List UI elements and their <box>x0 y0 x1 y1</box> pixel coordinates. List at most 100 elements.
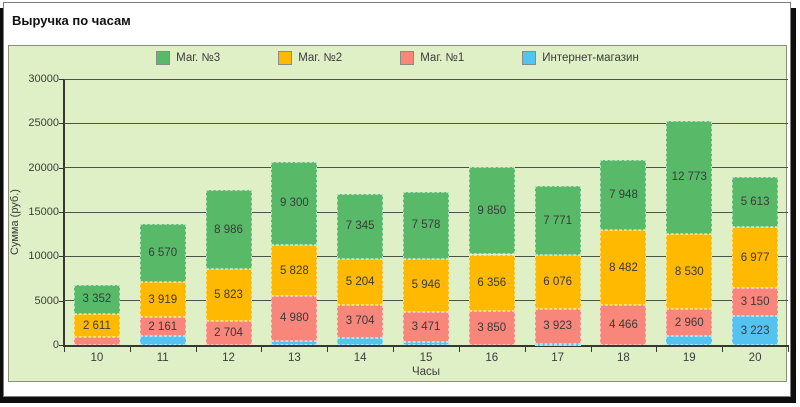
y-axis-tick <box>59 167 64 169</box>
bar-segment-mag2-h13[interactable]: 5 828 <box>271 244 318 297</box>
x-axis-tick <box>195 347 197 352</box>
legend-item: Маг. №2 <box>278 51 342 65</box>
bar-segment-internet-h20[interactable]: 3 223 <box>732 316 779 345</box>
bar-segment-mag1-h13[interactable]: 4 980 <box>271 296 318 341</box>
legend-label: Маг. №3 <box>176 52 221 64</box>
bar-segment-mag2-h17[interactable]: 6 076 <box>534 255 581 309</box>
x-axis-tick <box>656 347 658 352</box>
report-window: Выручка по часам Маг. №3 Маг. №2 Маг. №1 Ин… <box>3 2 791 397</box>
bar-segment-mag2-h11[interactable]: 3 919 <box>139 282 186 317</box>
bar-segment-internet-h19[interactable] <box>666 335 713 345</box>
y-axis-tick <box>59 345 64 346</box>
x-axis-tick <box>327 347 329 352</box>
x-axis-title: Часы <box>411 366 441 378</box>
bar-segment-label: 3 704 <box>345 315 375 328</box>
bar-segment-mag1-h18[interactable]: 4 466 <box>600 305 647 345</box>
x-category-label: 15 <box>419 352 433 364</box>
bar-segment-label: 2 611 <box>82 319 111 332</box>
bar-segment-mag3-h20[interactable]: 5 613 <box>732 176 779 227</box>
bar-segment-label: 7 948 <box>609 188 638 201</box>
bar-segment-mag1-h19[interactable]: 2 960 <box>666 309 713 336</box>
y-axis-tick <box>59 123 64 125</box>
y-tick-label: 20000 <box>28 161 59 174</box>
bar-segment-mag1-h15[interactable]: 3 471 <box>403 311 449 343</box>
bar-segment-label: 8 530 <box>674 265 704 278</box>
x-axis-tick <box>129 347 131 352</box>
bar-segment-mag3-h13[interactable]: 9 300 <box>271 162 318 245</box>
x-axis-tick <box>590 347 592 352</box>
bar-segment-mag2-h14[interactable]: 5 204 <box>337 258 384 306</box>
gridline <box>64 122 788 124</box>
bar-segment-mag2-h10[interactable]: 2 611 <box>73 314 120 338</box>
legend-label: Интернет-магазин <box>542 52 639 64</box>
bar-segment-label: 3 919 <box>148 293 178 306</box>
bar-segment-label: 2 960 <box>674 316 704 329</box>
x-axis-tick <box>458 347 460 352</box>
bar-segment-label: 3 223 <box>740 324 770 337</box>
bar-segment-label: 7 345 <box>345 220 375 233</box>
legend-swatch <box>400 51 415 65</box>
bar-segment-label: 5 946 <box>411 279 441 292</box>
bar-segment-label: 2 704 <box>214 327 243 339</box>
x-category-label: 19 <box>682 352 696 364</box>
bar-segment-mag3-h14[interactable]: 7 345 <box>337 193 384 259</box>
bar-segment-mag3-h15[interactable]: 7 578 <box>403 191 449 259</box>
legend-item: Маг. №3 <box>156 51 220 65</box>
y-axis-title: Сумма (руб.) <box>9 189 21 255</box>
gridline <box>64 78 788 80</box>
bar-segment-mag3-h17[interactable]: 7 771 <box>534 186 581 255</box>
bar-segment-mag1-h17[interactable]: 3 923 <box>534 308 581 344</box>
bar-segment-label: 3 352 <box>82 293 112 306</box>
bar-segment-mag2-h15[interactable]: 5 946 <box>403 258 449 312</box>
bar-segment-internet-h17[interactable] <box>534 343 581 346</box>
bar-segment-mag1-h16[interactable]: 3 850 <box>468 310 515 345</box>
bar-segment-label: 5 823 <box>214 289 243 302</box>
bar-segment-internet-h13[interactable] <box>271 340 318 345</box>
bar-segment-label: 7 771 <box>543 214 573 227</box>
bar-segment-mag3-h16[interactable]: 9 850 <box>468 167 515 255</box>
bar-segment-label: 8 986 <box>214 223 243 236</box>
bar-segment-mag1-h10[interactable] <box>73 337 120 345</box>
bar-segment-mag3-h11[interactable]: 6 570 <box>139 223 186 283</box>
legend-item: Интернет-магазин <box>522 51 639 65</box>
y-tick-label: 0 <box>52 339 59 351</box>
bar-segment-mag2-h18[interactable]: 8 482 <box>600 230 647 306</box>
legend-swatch <box>156 51 171 65</box>
plot-area: 0 5000 10000 15000 20000 25000 30000 10 11 12 13 14… <box>28 73 789 364</box>
x-axis-tick <box>393 347 395 352</box>
x-axis-tick <box>524 347 526 352</box>
bar-segment-label: 6 076 <box>543 275 573 288</box>
bar-segment-mag2-h20[interactable]: 6 977 <box>732 226 779 289</box>
bar-segment-mag1-h11[interactable]: 2 161 <box>139 316 186 337</box>
bar-segment-internet-h11[interactable] <box>139 336 186 345</box>
bar-segment-mag2-h16[interactable]: 6 356 <box>468 254 515 311</box>
bar-segment-mag3-h12[interactable]: 8 986 <box>205 189 252 270</box>
bar-segment-label: 6 356 <box>477 276 507 289</box>
bar-segment-label: 8 482 <box>609 261 638 274</box>
bar-segment-label: 3 150 <box>740 296 770 309</box>
y-axis-tick <box>59 212 64 213</box>
bar-segment-mag3-h19[interactable]: 12 773 <box>666 120 713 234</box>
x-category-label: 12 <box>222 352 235 364</box>
bar-segment-mag1-h14[interactable]: 3 704 <box>337 305 384 338</box>
bar-segment-mag3-h10[interactable]: 3 352 <box>73 284 120 315</box>
bar-segment-label: 3 850 <box>477 321 507 334</box>
bar-segment-label: 4 466 <box>609 319 638 332</box>
bar-segment-mag2-h12[interactable]: 5 823 <box>205 269 252 322</box>
bar-segment-internet-h14[interactable] <box>337 337 384 345</box>
bar-segment-label: 7 578 <box>411 219 441 232</box>
x-category-label: 13 <box>287 352 301 364</box>
x-axis-tick <box>788 347 789 352</box>
bar-segment-mag1-h12[interactable]: 2 704 <box>205 321 252 345</box>
bar-segment-label: 6 570 <box>148 247 178 260</box>
bar-segment-mag3-h18[interactable]: 7 948 <box>600 159 647 231</box>
chart-panel: Маг. №3 Маг. №2 Маг. №1 Интернет-магазин 0 5… <box>8 45 789 382</box>
bar-segment-internet-h15[interactable] <box>403 342 449 345</box>
x-category-label: 20 <box>748 352 762 364</box>
x-category-label: 18 <box>617 352 630 364</box>
bar-segment-label: 3 471 <box>411 320 441 333</box>
bar-segment-mag1-h20[interactable]: 3 150 <box>732 288 779 317</box>
y-axis-line <box>63 79 65 346</box>
bar-segment-mag2-h19[interactable]: 8 530 <box>666 233 713 310</box>
